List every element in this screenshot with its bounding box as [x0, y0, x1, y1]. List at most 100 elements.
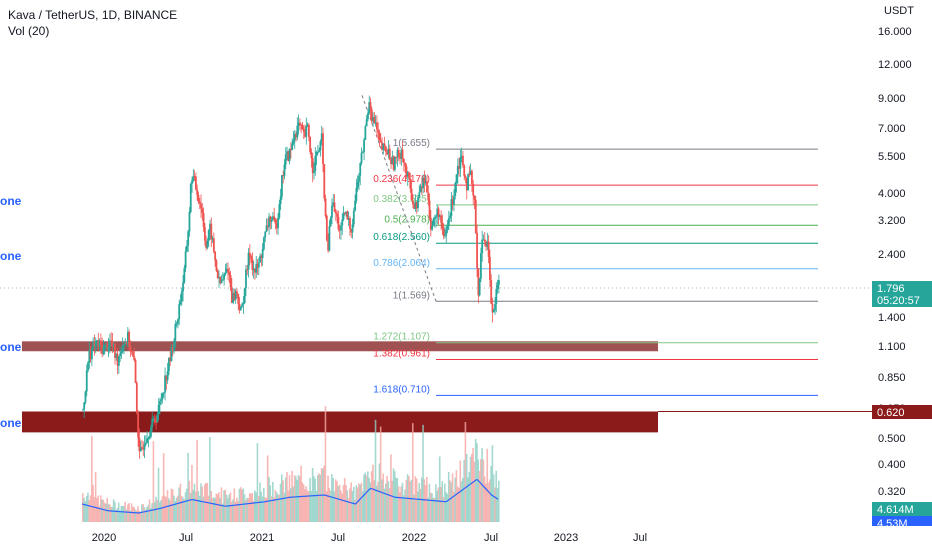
volume-bar	[471, 453, 473, 522]
candle-body	[284, 154, 287, 165]
volume-bar	[225, 494, 228, 522]
volume-bar	[102, 499, 105, 522]
candle-body	[134, 360, 137, 383]
candle-body	[417, 197, 419, 209]
candle-body	[114, 343, 116, 358]
volume-bar	[177, 495, 179, 522]
volume-bar	[468, 471, 471, 522]
support-zone	[22, 411, 658, 433]
candle-body	[464, 176, 467, 179]
candle-body	[358, 175, 360, 182]
candle-body	[85, 370, 88, 392]
volume-bar	[173, 495, 175, 522]
candle-body	[293, 133, 296, 141]
volume-bar	[325, 491, 328, 522]
candle-body	[360, 152, 363, 164]
candle-body	[304, 131, 306, 137]
volume-bar	[282, 480, 284, 522]
volume-bar	[379, 426, 382, 522]
x-tick-label: 2021	[250, 532, 274, 544]
volume-bar	[247, 497, 250, 522]
volume-bar	[132, 506, 134, 522]
candle-body	[260, 255, 263, 258]
volume-bar	[125, 509, 128, 522]
candle-body	[455, 174, 458, 184]
volume-bar	[360, 482, 363, 522]
candle-body	[349, 218, 351, 230]
fib-level-label: 0.236(4.178)	[373, 174, 430, 185]
candle-body	[174, 324, 177, 341]
candles-layer	[82, 95, 500, 459]
volume-bar	[243, 494, 246, 522]
fib-level-label: 1(5.655)	[393, 138, 430, 149]
candle-body	[212, 238, 215, 252]
candle-body	[103, 344, 106, 347]
candle-body	[426, 181, 428, 193]
volume-bar	[433, 497, 436, 522]
volume-bar	[467, 477, 469, 522]
fib-level-label: 0.618(2.560)	[373, 232, 430, 243]
candle-body	[295, 133, 297, 138]
volume-bar	[232, 499, 234, 522]
candle-body	[242, 303, 245, 305]
fib-level-label: 1.272(1.107)	[373, 332, 430, 343]
volume-indicator-label[interactable]: Vol (20)	[8, 24, 50, 38]
marked-price-badge	[872, 405, 932, 419]
candle-body	[440, 215, 443, 223]
volume-bar	[472, 447, 474, 522]
volume-bar	[405, 479, 408, 522]
candle-body	[373, 117, 376, 123]
candle-body	[183, 268, 186, 283]
volume-bar	[329, 490, 332, 522]
volume-bar	[293, 475, 296, 522]
volume-bar	[334, 479, 337, 522]
candle-body	[365, 119, 368, 127]
candle-body	[264, 231, 267, 238]
volume-bar	[144, 509, 147, 522]
fib-level-label: 1.618(0.710)	[373, 384, 430, 395]
volume-bar	[83, 498, 85, 522]
volume-bar	[257, 495, 260, 522]
candle-body	[239, 306, 242, 311]
candle-body	[254, 268, 256, 273]
candle-body	[320, 133, 323, 142]
candle-body	[395, 157, 398, 159]
volume-ma-badge	[872, 516, 932, 526]
candle-body	[111, 341, 114, 346]
volume-bar	[302, 484, 305, 522]
candle-body	[482, 239, 485, 241]
candle-body	[315, 151, 318, 157]
volume-bar	[187, 452, 189, 522]
candle-body	[383, 143, 386, 147]
volume-bar	[444, 483, 446, 522]
volume-bar	[165, 497, 168, 522]
volume-badge-text: 4.614M	[877, 504, 914, 516]
volume-bar	[333, 491, 336, 522]
candle-body	[471, 170, 473, 184]
volume-bar	[445, 492, 447, 522]
candle-body	[115, 353, 118, 358]
candle-body	[314, 156, 317, 171]
candle-body	[337, 216, 340, 230]
candle-body	[377, 129, 380, 133]
candle-body	[433, 217, 436, 219]
candle-body	[194, 176, 197, 190]
volume-bar	[245, 500, 247, 522]
candle-body	[473, 195, 476, 200]
candle-body	[146, 438, 148, 443]
volume-bar	[369, 482, 372, 522]
candle-body	[491, 303, 494, 313]
candle-body	[306, 124, 309, 127]
volume-bar	[246, 497, 248, 522]
fib-level-label: 1(1.569)	[393, 290, 430, 301]
candle-body	[193, 176, 196, 178]
volume-bar	[178, 487, 180, 522]
volume-bar	[343, 478, 346, 522]
candle-body	[327, 240, 330, 251]
volume-bar	[182, 497, 184, 522]
candle-body	[341, 219, 344, 226]
volume-bar	[392, 468, 395, 522]
candle-body	[298, 122, 301, 125]
candle-body	[153, 418, 156, 422]
